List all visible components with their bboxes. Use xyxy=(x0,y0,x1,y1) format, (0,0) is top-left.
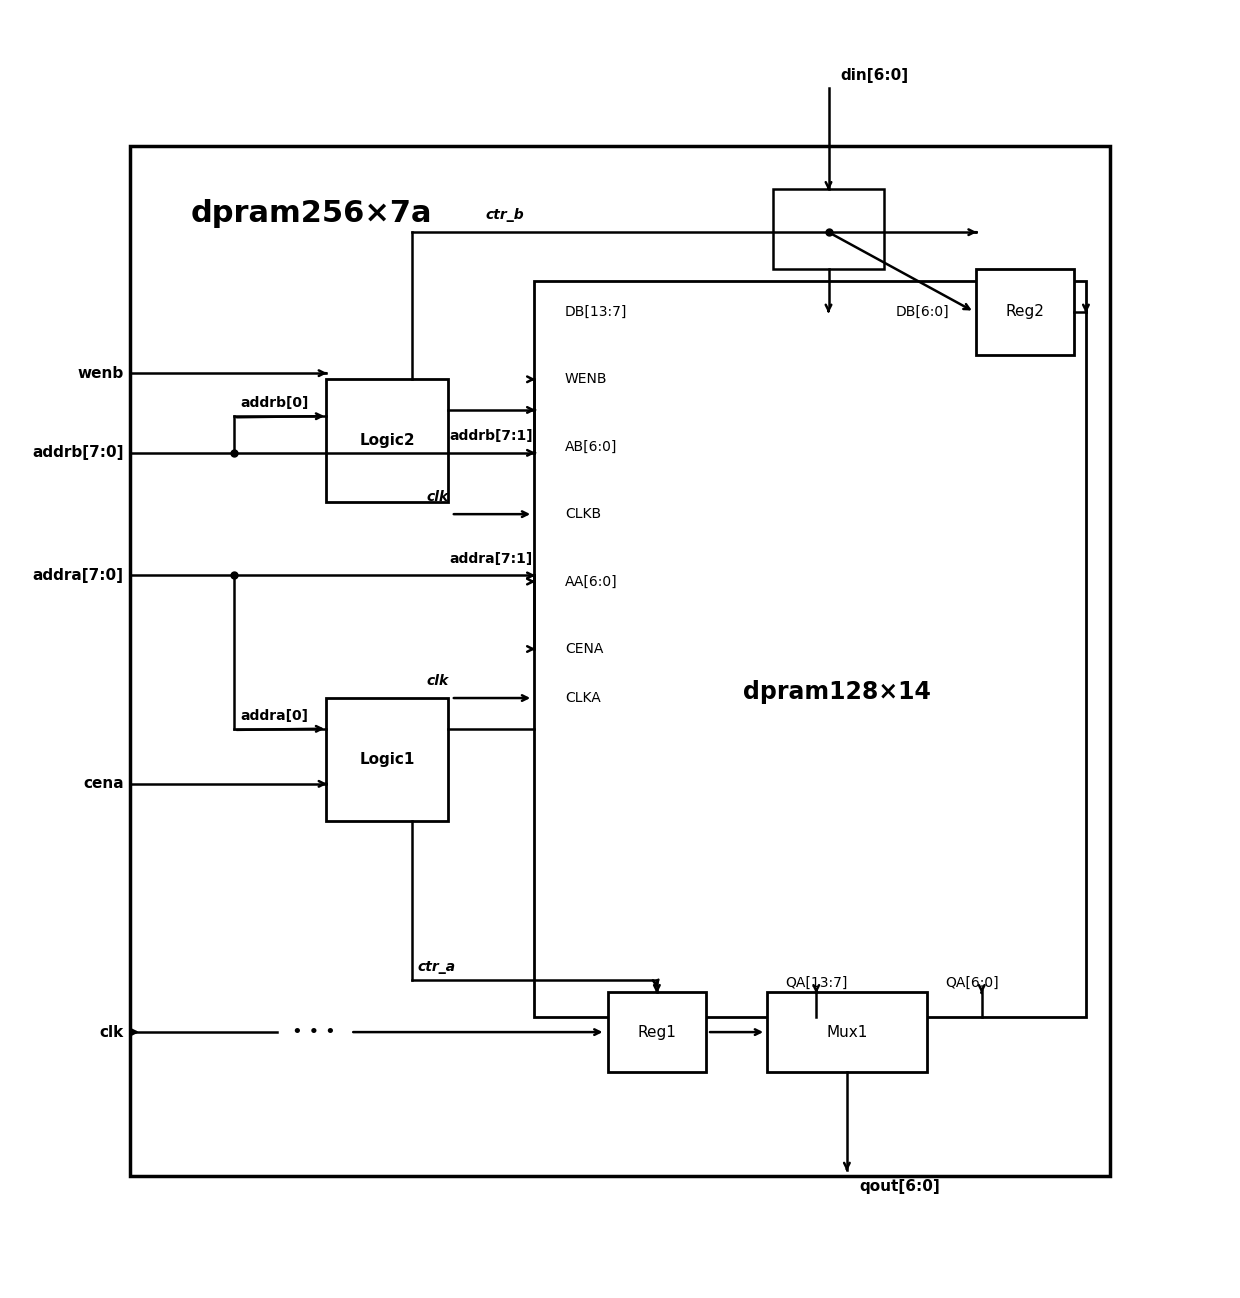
Text: Logic2: Logic2 xyxy=(360,434,415,448)
FancyBboxPatch shape xyxy=(534,282,1086,1016)
Text: clk: clk xyxy=(427,491,449,505)
Text: addra[7:0]: addra[7:0] xyxy=(32,569,124,583)
FancyBboxPatch shape xyxy=(774,190,884,269)
Text: addra[0]: addra[0] xyxy=(241,709,308,723)
Text: addrb[0]: addrb[0] xyxy=(241,396,309,410)
Text: addrb[7:1]: addrb[7:1] xyxy=(450,430,533,443)
Text: ctr_a: ctr_a xyxy=(418,959,456,974)
Text: Logic1: Logic1 xyxy=(360,752,415,767)
Text: Mux1: Mux1 xyxy=(826,1024,868,1040)
Text: DB[6:0]: DB[6:0] xyxy=(897,305,950,319)
FancyBboxPatch shape xyxy=(768,992,926,1072)
Text: • • •: • • • xyxy=(291,1023,336,1041)
Text: DB[13:7]: DB[13:7] xyxy=(565,305,627,319)
Text: CENA: CENA xyxy=(565,643,604,655)
Text: addra[7:1]: addra[7:1] xyxy=(450,552,533,566)
Text: QA[13:7]: QA[13:7] xyxy=(786,975,848,989)
Text: CLKB: CLKB xyxy=(565,508,601,522)
Text: clk: clk xyxy=(427,674,449,688)
Text: wenb: wenb xyxy=(77,366,124,380)
FancyBboxPatch shape xyxy=(326,379,449,502)
Text: qout[6:0]: qout[6:0] xyxy=(859,1179,940,1194)
Text: AA[6:0]: AA[6:0] xyxy=(565,575,618,588)
Text: dpram128×14: dpram128×14 xyxy=(743,680,930,704)
FancyBboxPatch shape xyxy=(976,269,1074,354)
Text: dpram256×7a: dpram256×7a xyxy=(191,200,433,228)
Text: AB[6:0]: AB[6:0] xyxy=(565,440,618,454)
FancyBboxPatch shape xyxy=(130,147,1111,1176)
Text: Reg1: Reg1 xyxy=(637,1024,676,1040)
Text: Reg2: Reg2 xyxy=(1006,304,1044,319)
Text: ctr_b: ctr_b xyxy=(485,209,523,222)
Text: din[6:0]: din[6:0] xyxy=(841,67,909,83)
Text: QA[6:0]: QA[6:0] xyxy=(945,975,998,989)
Text: cena: cena xyxy=(83,776,124,792)
FancyBboxPatch shape xyxy=(326,698,449,820)
Text: WENB: WENB xyxy=(565,373,608,387)
FancyBboxPatch shape xyxy=(608,992,706,1072)
Text: addrb[7:0]: addrb[7:0] xyxy=(32,445,124,461)
Text: clk: clk xyxy=(99,1024,124,1040)
Text: CLKA: CLKA xyxy=(565,691,600,705)
